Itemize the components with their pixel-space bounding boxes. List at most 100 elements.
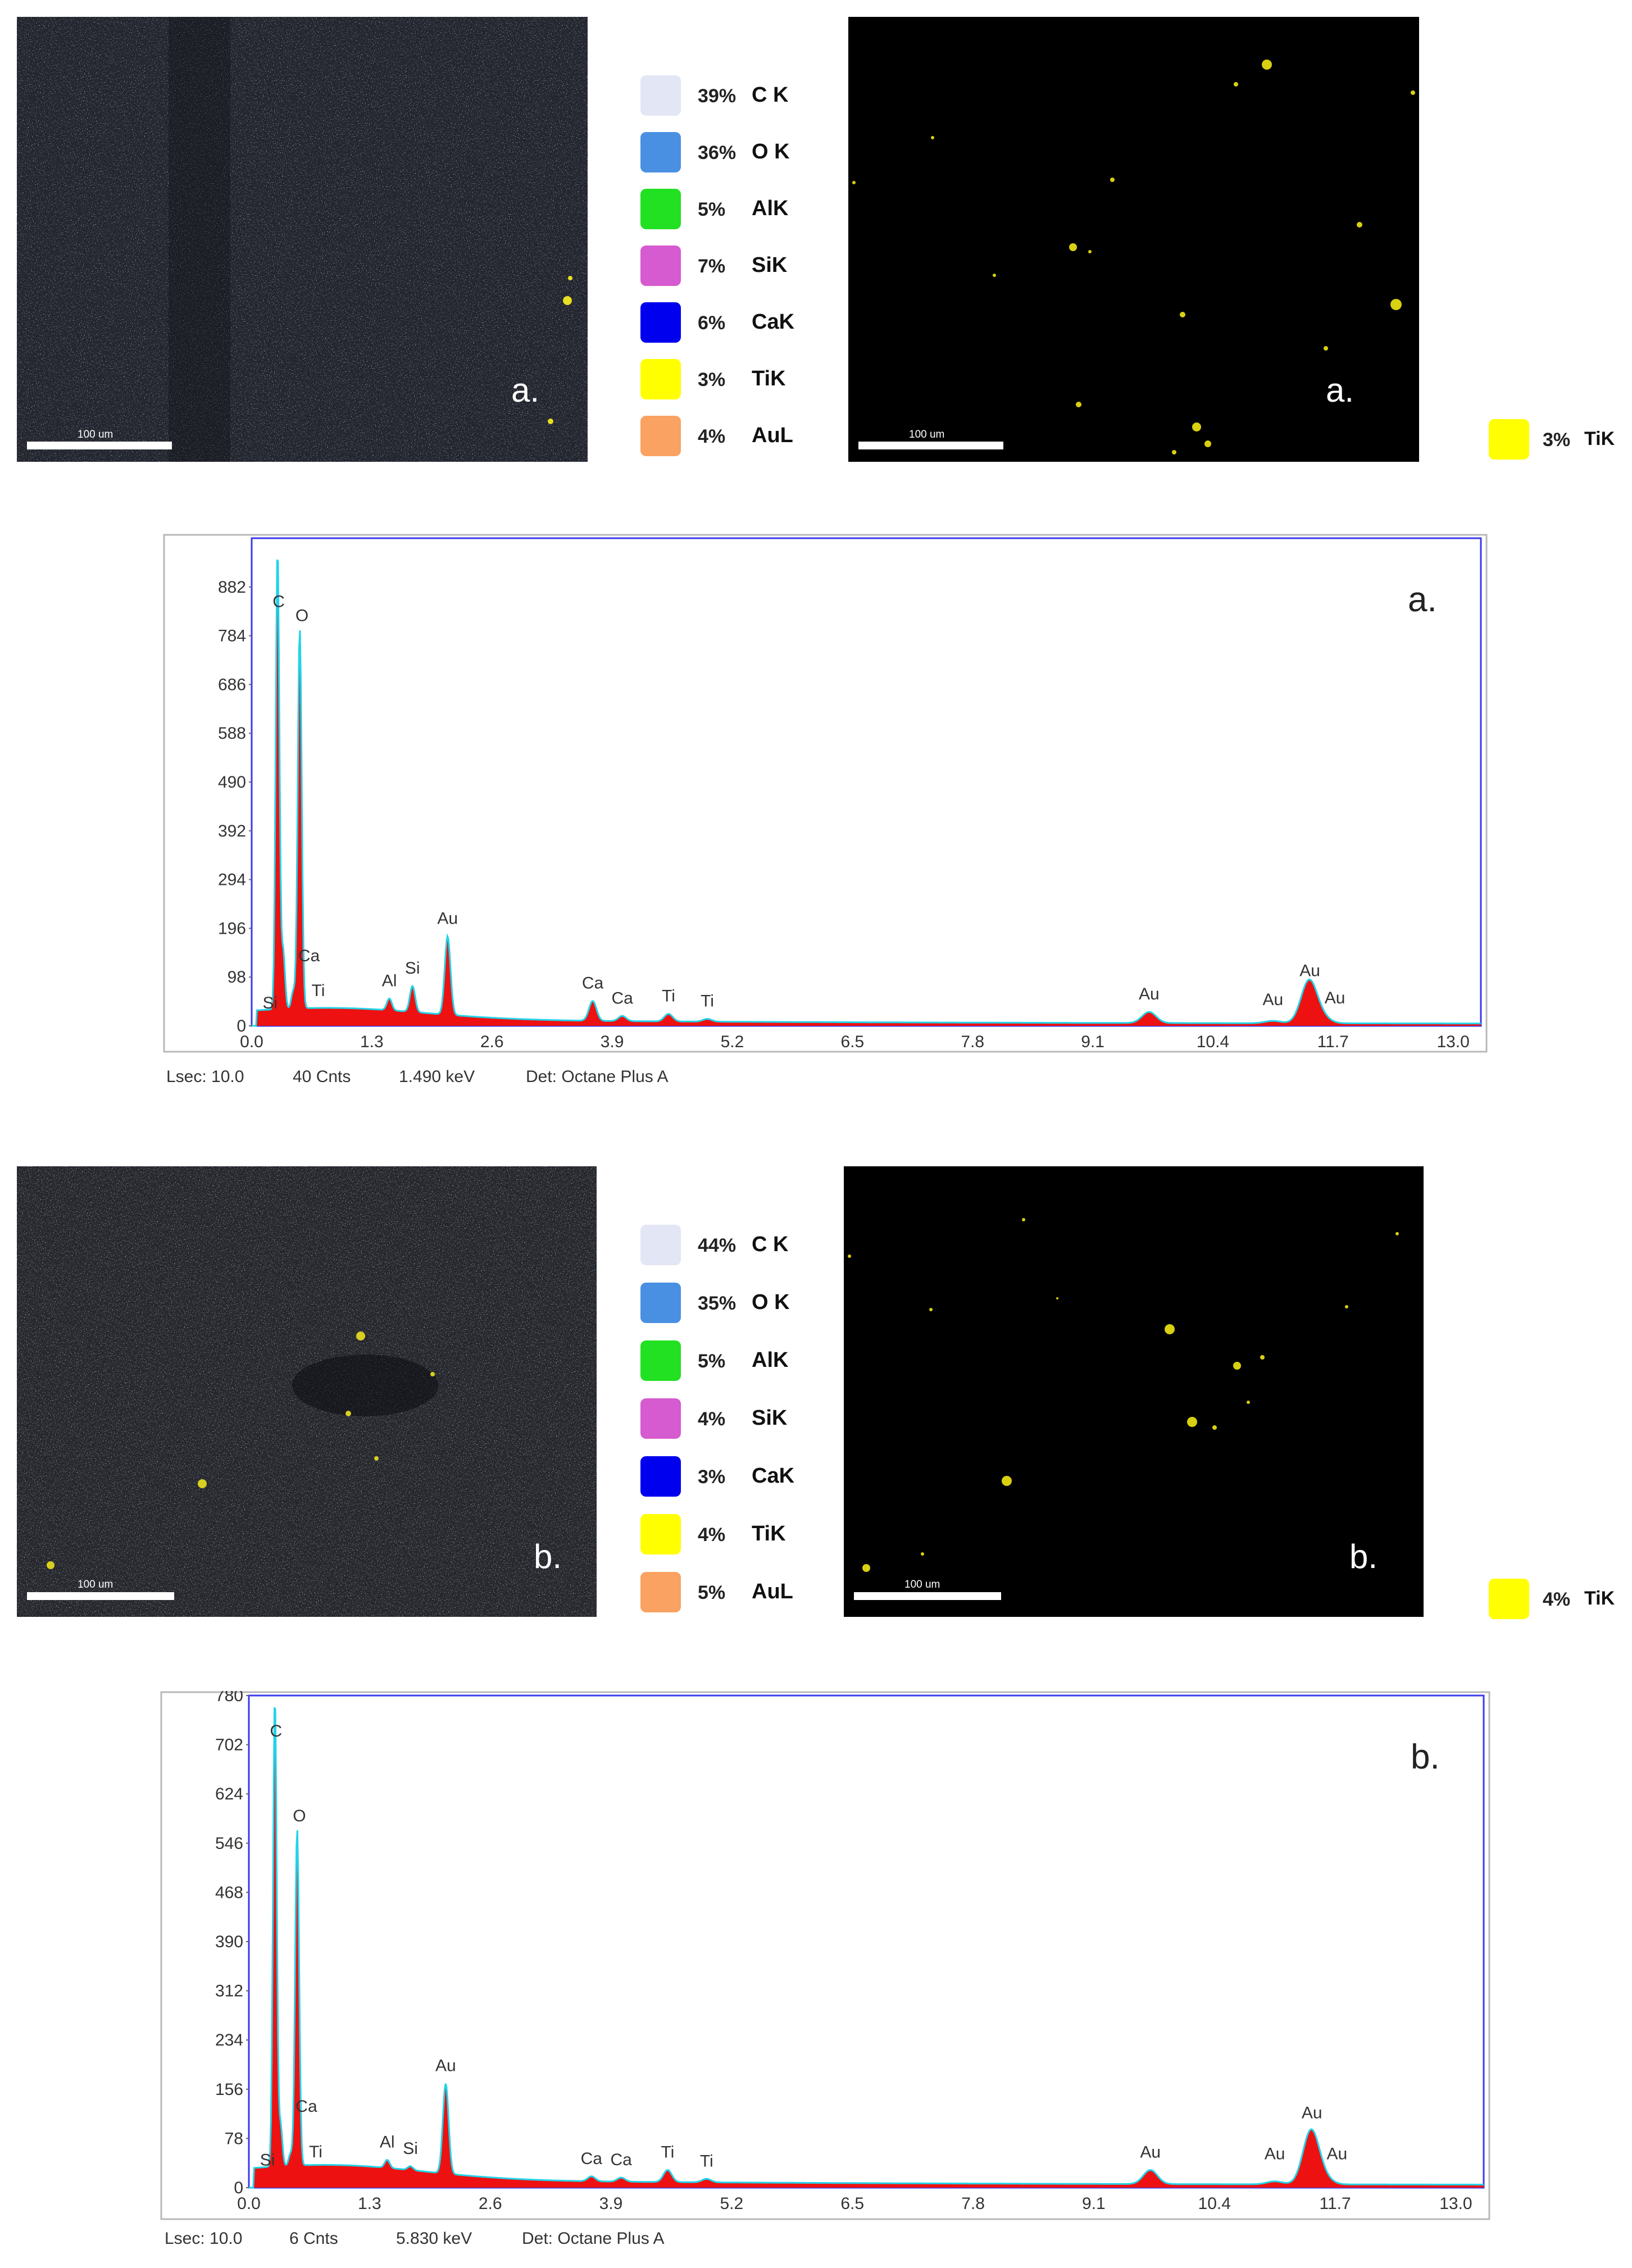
footer-lsec: Lsec: 10.0 bbox=[165, 2229, 243, 2248]
peak-label: Au bbox=[1302, 2103, 1322, 2122]
ti-legend-pct: 4% bbox=[1543, 1589, 1571, 1610]
spectrum-b: 0 78 156 234 312 390 468 546 624 702 780 0.0 1.3 2.6 3… bbox=[160, 1691, 1492, 2222]
ti-map-dots-a bbox=[848, 17, 1419, 462]
x-tick-label: 3.9 bbox=[601, 1033, 624, 1051]
swatch-au bbox=[640, 1572, 681, 1612]
ti-legend-b: 4% TiK bbox=[1489, 1579, 1629, 1619]
swatch-ti bbox=[640, 1514, 681, 1555]
x-tick-label: 2.6 bbox=[479, 2194, 502, 2213]
peak-label: Au bbox=[1299, 961, 1320, 980]
legend-pct: 35% bbox=[698, 1293, 737, 1314]
y-tick-label: 490 bbox=[218, 773, 246, 792]
y-tick-label: 882 bbox=[218, 578, 246, 597]
x-tick-label: 6.5 bbox=[840, 2194, 864, 2213]
legend-pct: 39% bbox=[698, 85, 737, 107]
legend-row-si: 7% SiK bbox=[640, 246, 843, 286]
y-tick-label: 392 bbox=[218, 822, 246, 840]
peak-label: O bbox=[293, 1807, 306, 1825]
legend-row-o: 36% O K bbox=[640, 132, 843, 172]
legend-element: CaK bbox=[752, 1464, 795, 1488]
ti-legend-element: TiK bbox=[1584, 428, 1615, 449]
legend-row-au: 5% AuL bbox=[640, 1572, 843, 1612]
x-tick-label: 5.2 bbox=[721, 1033, 744, 1051]
swatch-ti-b bbox=[1489, 1579, 1529, 1619]
peak-label: Ti bbox=[312, 981, 325, 1000]
peak-label: Ca bbox=[582, 974, 604, 993]
x-tick-label: 2.6 bbox=[480, 1033, 504, 1051]
legend-pct: 3% bbox=[698, 1466, 726, 1488]
swatch-si bbox=[640, 246, 681, 286]
spectrum-outline bbox=[252, 559, 1481, 1027]
peak-label: Si bbox=[403, 2139, 418, 2158]
ti-legend-pct: 3% bbox=[1543, 429, 1571, 451]
legend-row-si: 4% SiK bbox=[640, 1398, 843, 1439]
legend-element: AlK bbox=[752, 197, 789, 220]
legend-row-o: 35% O K bbox=[640, 1283, 843, 1323]
y-tick-label: 78 bbox=[225, 2129, 243, 2148]
y-tick-label: 98 bbox=[228, 968, 246, 987]
legend-element: TiK bbox=[752, 367, 786, 390]
legend-pct: 3% bbox=[698, 369, 726, 390]
chart-title: a. bbox=[1408, 580, 1437, 619]
y-tick-label: 702 bbox=[215, 1736, 243, 1755]
footer-cnts: 6 Cnts bbox=[289, 2229, 338, 2248]
swatch-ca bbox=[640, 302, 681, 343]
y-tick-label: 546 bbox=[215, 1834, 243, 1853]
x-tick-label: 9.1 bbox=[1082, 2194, 1106, 2213]
scalebar-label-b2: 100 um bbox=[904, 1579, 940, 1590]
y-tick-label: 0 bbox=[234, 2179, 243, 2197]
legend-pct: 4% bbox=[698, 426, 726, 447]
y-tick-label: 784 bbox=[218, 627, 246, 646]
swatch-si bbox=[640, 1398, 681, 1439]
x-tick-label: 7.8 bbox=[961, 1033, 984, 1051]
peak-label: Ca bbox=[296, 2097, 317, 2116]
y-tick-label: 624 bbox=[215, 1785, 243, 1803]
peak-label: Si bbox=[263, 994, 278, 1012]
y-tick-label: 468 bbox=[215, 1883, 243, 1902]
legend-pct: 6% bbox=[698, 312, 726, 334]
swatch-o bbox=[640, 132, 681, 172]
ti-map-dots-b bbox=[844, 1166, 1424, 1617]
x-tick-label: 6.5 bbox=[840, 1033, 864, 1051]
edx-map-ti-a: a. 100 um bbox=[848, 17, 1419, 462]
legend-pct: 5% bbox=[698, 199, 726, 220]
swatch-ti bbox=[640, 359, 681, 399]
map-texture-a bbox=[17, 17, 588, 462]
swatch-c bbox=[640, 75, 681, 116]
x-tick-label: 1.3 bbox=[358, 2194, 381, 2213]
x-tick-label: 9.1 bbox=[1081, 1033, 1104, 1051]
legend-row-al: 5% AlK bbox=[640, 1340, 843, 1381]
scalebar-b2 bbox=[854, 1592, 1001, 1600]
legend-row-ca: 3% CaK bbox=[640, 1456, 843, 1497]
peak-label: C bbox=[270, 1722, 282, 1740]
legend-element: C K bbox=[752, 83, 789, 107]
legend-pct: 5% bbox=[698, 1582, 726, 1603]
peak-label: Ti bbox=[309, 2143, 322, 2161]
legend-row-c: 44% C K bbox=[640, 1225, 843, 1265]
peak-label: Ca bbox=[298, 947, 320, 965]
legend-row-ca: 6% CaK bbox=[640, 302, 843, 343]
peak-label: Si bbox=[260, 2151, 275, 2170]
legend-element: TiK bbox=[752, 1522, 786, 1546]
legend-pct: 36% bbox=[698, 142, 737, 163]
scalebar-b1 bbox=[27, 1592, 174, 1600]
plot-area bbox=[248, 1694, 1485, 2189]
map-tag-a2: a. bbox=[1326, 371, 1354, 409]
legend-pct: 4% bbox=[698, 1524, 726, 1546]
map-tag-b2: b. bbox=[1349, 1538, 1378, 1575]
peak-label: O bbox=[296, 606, 308, 625]
ti-legend-element: TiK bbox=[1584, 1588, 1615, 1609]
legend-element: SiK bbox=[752, 1406, 788, 1430]
y-tick-label: 312 bbox=[215, 1982, 243, 2001]
swatch-o bbox=[640, 1283, 681, 1323]
scalebar-a1 bbox=[27, 442, 172, 449]
swatch-al bbox=[640, 189, 681, 229]
footer-det: Det: Octane Plus A bbox=[526, 1067, 669, 1086]
peak-label: Au bbox=[1139, 985, 1160, 1003]
peak-label: Ca bbox=[612, 989, 634, 1007]
ti-legend-a: 3% TiK bbox=[1489, 419, 1629, 460]
legend-pct: 5% bbox=[698, 1351, 726, 1372]
swatch-c bbox=[640, 1225, 681, 1265]
peak-label: Au bbox=[1265, 2144, 1285, 2163]
swatch-ca bbox=[640, 1456, 681, 1497]
